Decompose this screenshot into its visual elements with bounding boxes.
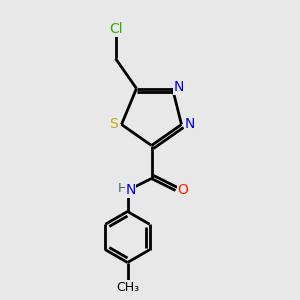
- Text: O: O: [177, 183, 188, 197]
- Text: Cl: Cl: [109, 22, 123, 36]
- Text: H: H: [117, 182, 127, 196]
- Text: N: N: [125, 183, 136, 197]
- Text: S: S: [109, 118, 118, 131]
- Text: N: N: [174, 80, 184, 94]
- Text: N: N: [185, 118, 195, 131]
- Text: CH₃: CH₃: [116, 280, 139, 294]
